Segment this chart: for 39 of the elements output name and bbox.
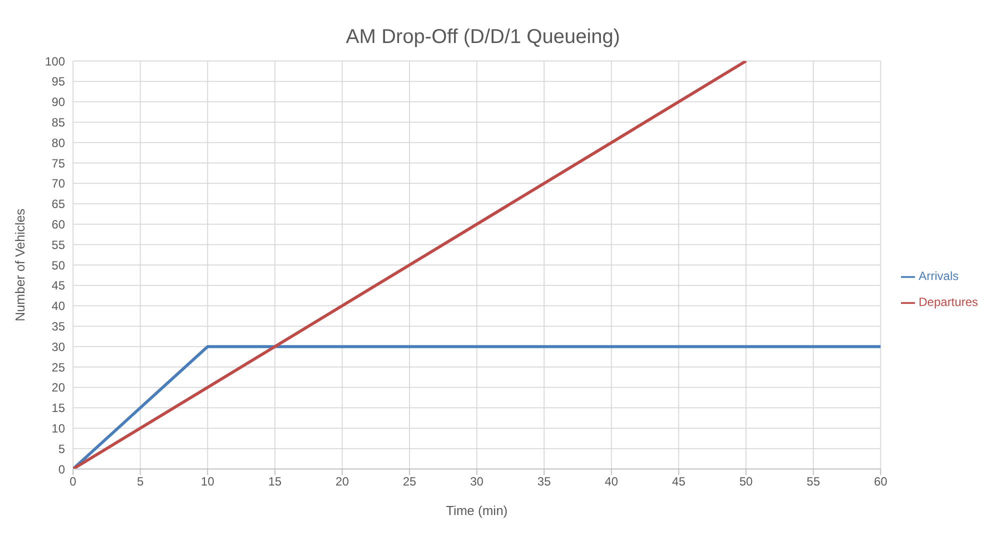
y-tick-label: 20 — [52, 380, 66, 395]
x-tick-label: 45 — [672, 474, 686, 489]
x-tick-label: 15 — [268, 474, 282, 489]
x-tick-label: 60 — [874, 474, 888, 489]
y-tick-label: 45 — [52, 278, 66, 293]
y-tick-label: 60 — [52, 217, 66, 232]
chart-title: AM Drop-Off (D/D/1 Queueing) — [344, 25, 622, 49]
y-tick-label: 35 — [52, 319, 66, 334]
x-tick-label: 25 — [402, 474, 417, 489]
y-tick-label: 70 — [52, 176, 66, 191]
y-tick-label: 55 — [52, 238, 66, 252]
y-tick-label: 10 — [52, 421, 66, 436]
x-tick-label: 20 — [336, 474, 350, 489]
y-tick-label: 30 — [52, 340, 66, 354]
y-tick-label: 80 — [52, 136, 66, 150]
x-tick-label: 10 — [200, 474, 215, 489]
x-tick-label: 55 — [806, 474, 820, 489]
y-tick-label: 95 — [52, 74, 66, 89]
y-tick-label: 0 — [58, 462, 66, 476]
y-tick-label: 40 — [52, 299, 66, 314]
y-tick-label: 75 — [52, 156, 66, 170]
y-tick-label: 15 — [52, 401, 66, 416]
y-axis-title: Number of Vehicles — [12, 208, 28, 322]
y-tick-label: 5 — [58, 442, 66, 456]
y-tick-label: 85 — [52, 115, 66, 130]
x-axis-title: Time (min) — [446, 503, 508, 518]
x-tick-label: 5 — [136, 474, 144, 489]
y-tick-label: 90 — [52, 95, 66, 110]
x-tick-label: 50 — [739, 474, 754, 489]
y-tick-label: 25 — [52, 360, 66, 374]
legend-label: Departures — [918, 295, 978, 309]
y-tick-label: 65 — [52, 197, 66, 212]
x-tick-label: 0 — [70, 474, 77, 489]
y-tick-label: 100 — [44, 54, 66, 68]
x-tick-label: 30 — [470, 474, 484, 489]
y-tick-label: 50 — [52, 258, 66, 272]
x-tick-label: 40 — [604, 474, 618, 489]
legend-label: Arrivals — [918, 269, 959, 283]
x-tick-label: 35 — [537, 474, 552, 489]
